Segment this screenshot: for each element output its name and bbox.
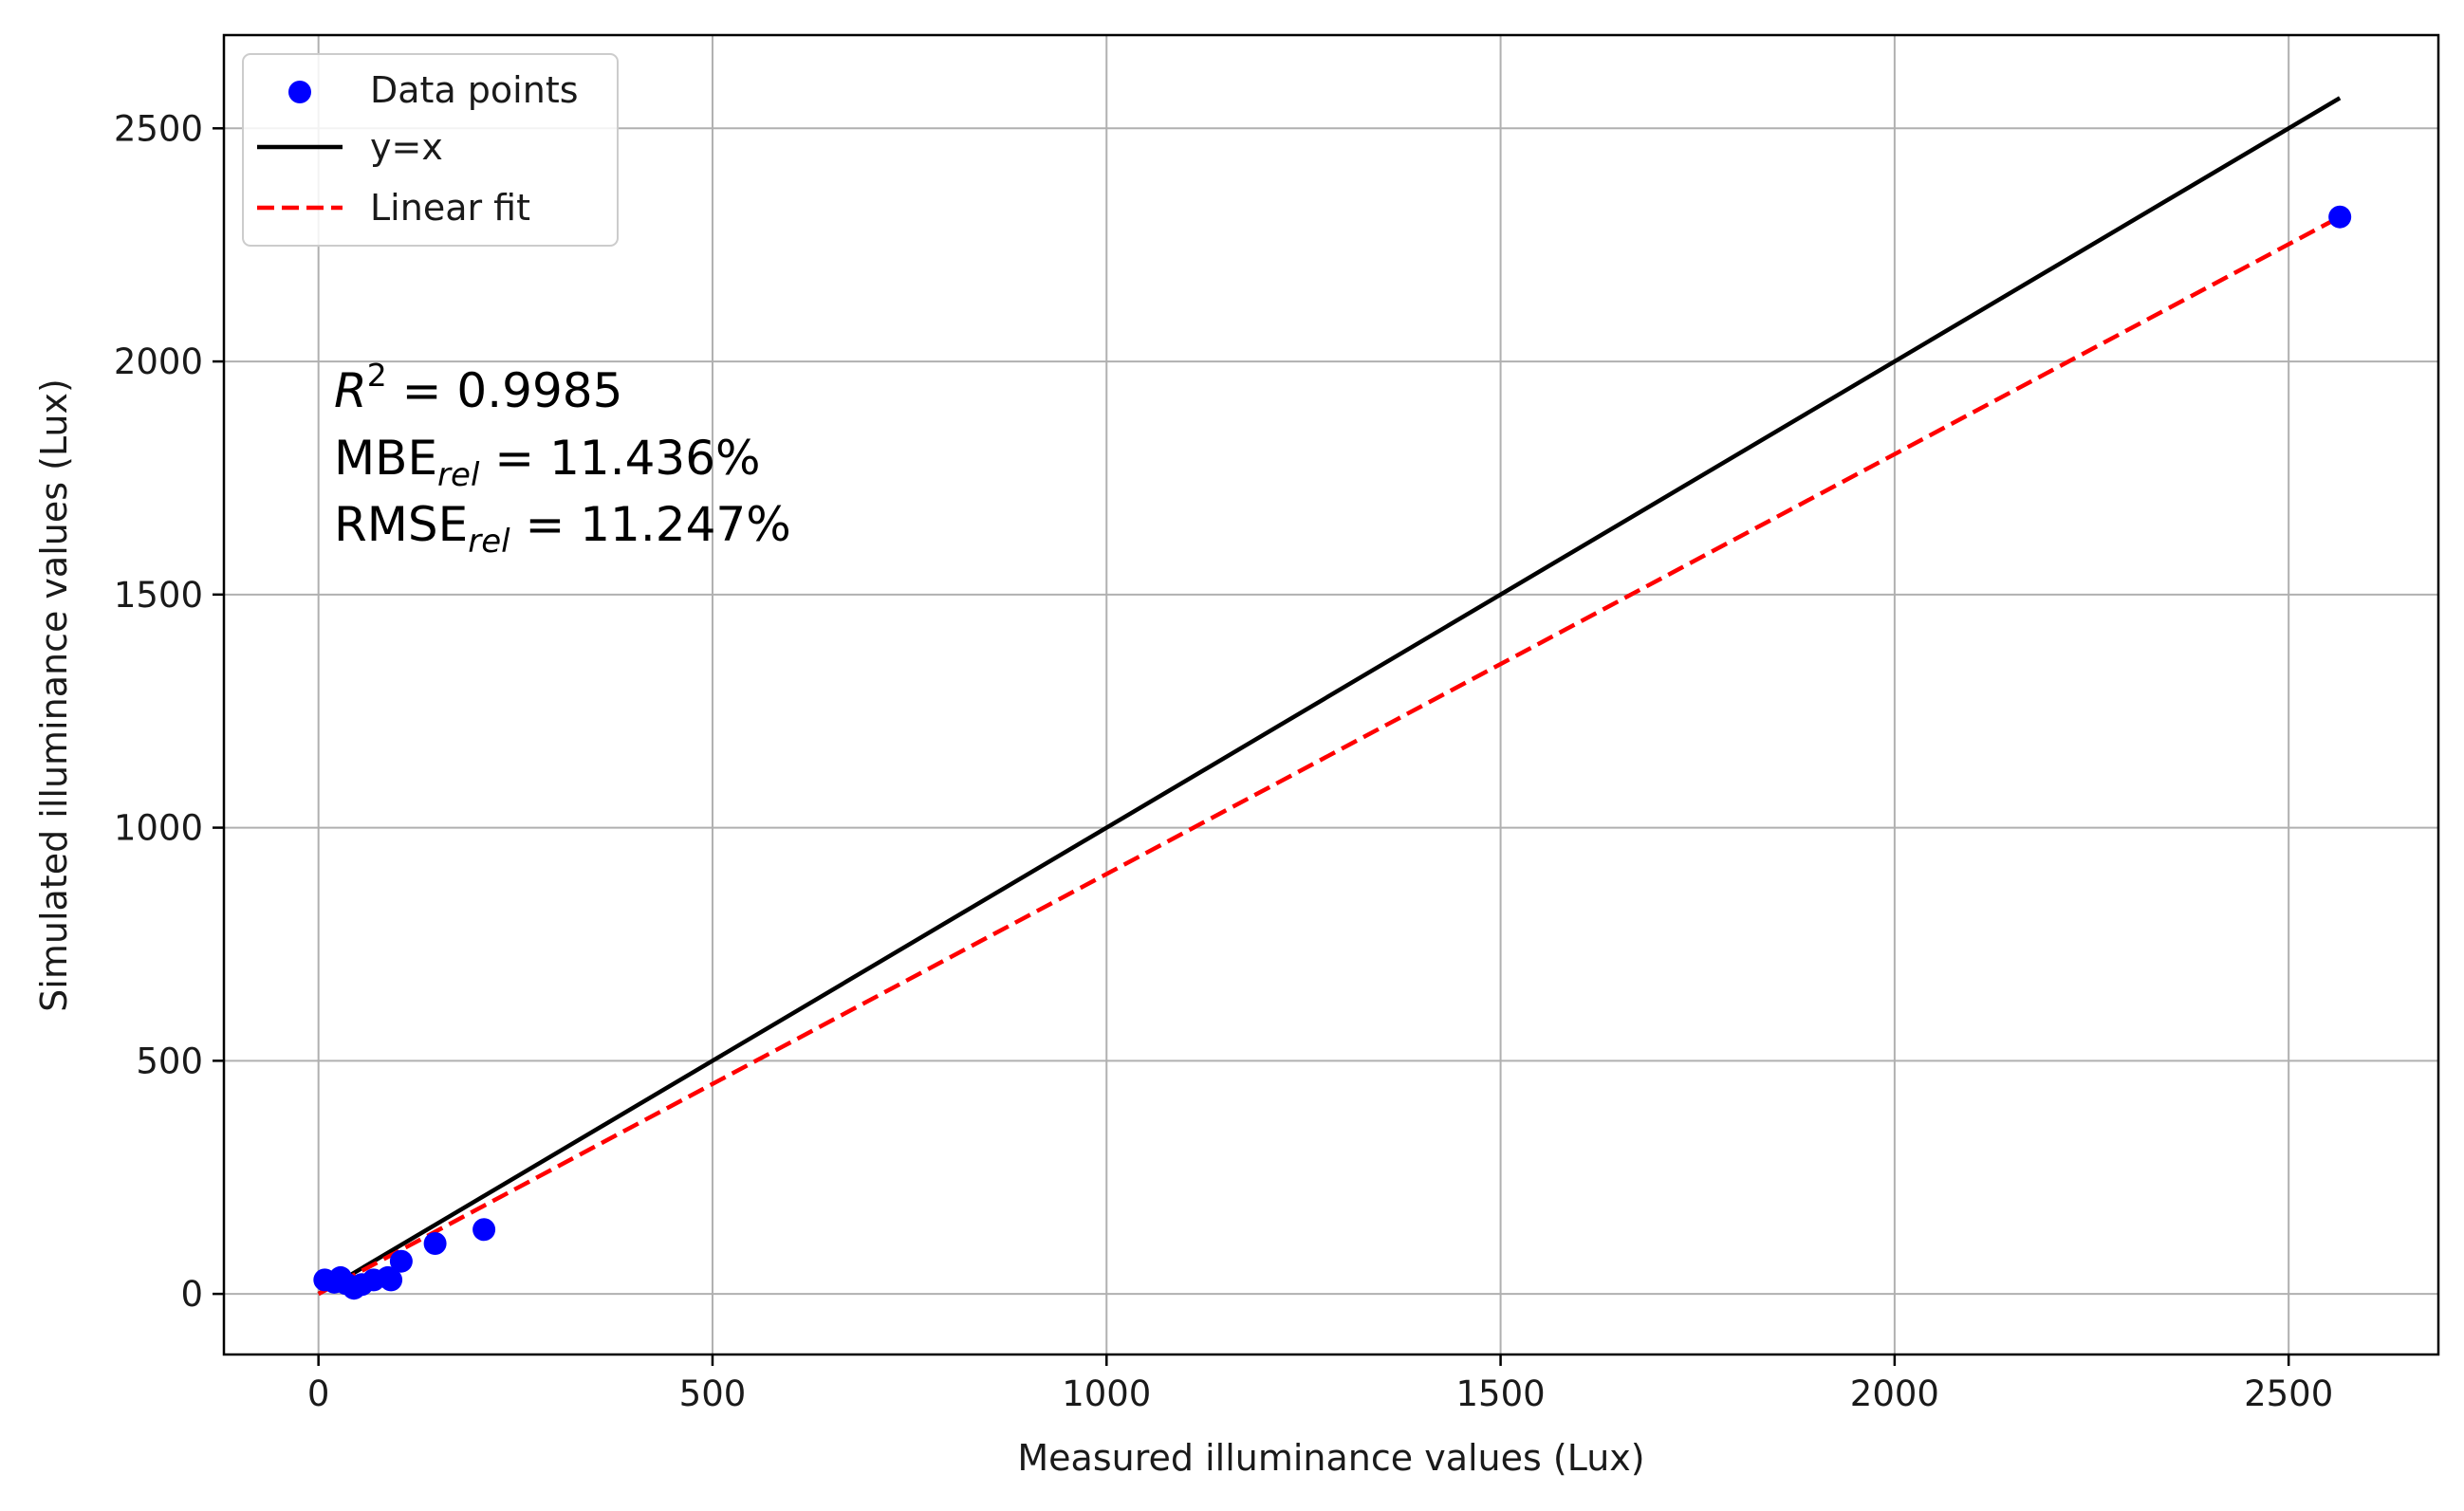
legend-box xyxy=(242,53,619,247)
data-point xyxy=(380,1268,403,1292)
rmse-annotation: RMSErel = 11.247% xyxy=(334,497,791,561)
x-axis-title: Measured illuminance values (Lux) xyxy=(1017,1437,1644,1479)
y-tick-label: 2500 xyxy=(114,108,203,149)
x-tick-label: 0 xyxy=(307,1373,330,1414)
x-tick-label: 500 xyxy=(679,1373,747,1414)
plot-frame xyxy=(222,33,2440,1356)
y-axis-title: Simulated illuminance values (Lux) xyxy=(33,378,75,1012)
y-tick-label: 500 xyxy=(136,1041,203,1081)
identity-line xyxy=(317,96,2342,1297)
x-tick-label: 1000 xyxy=(1062,1373,1151,1414)
y-tick-label: 1000 xyxy=(114,808,203,849)
data-point xyxy=(2328,205,2352,229)
data-point xyxy=(423,1232,447,1256)
stats-annotation: R2 = 0.9985 MBErel = 11.436% RMSErel = 1… xyxy=(334,357,791,561)
x-tick-label: 1500 xyxy=(1455,1373,1545,1414)
mbe-annotation: MBErel = 11.436% xyxy=(334,431,761,494)
y-tick-label: 0 xyxy=(180,1274,203,1315)
linear-fit-line xyxy=(317,214,2342,1297)
r-squared-annotation: R2 = 0.9985 xyxy=(334,357,622,418)
legend-marker-data-points xyxy=(288,81,311,103)
y-tick-label: 2000 xyxy=(114,341,203,382)
x-tick-label: 2500 xyxy=(2244,1373,2333,1414)
data-point xyxy=(389,1249,413,1273)
legend-label-data-points: Data points xyxy=(370,69,579,111)
legend-label-yx: y=x xyxy=(370,126,443,168)
legend: Data points y=x Linear fit xyxy=(242,53,619,247)
plot-series xyxy=(313,96,2352,1300)
axis-ticks: 0 500 1000 1500 2000 2500 0 500 1000 1500 2000 2500 xyxy=(114,108,2333,1414)
legend-label-linear-fit: Linear fit xyxy=(370,187,530,229)
x-tick-label: 2000 xyxy=(1850,1373,1939,1414)
data-point xyxy=(472,1218,496,1242)
y-tick-label: 1500 xyxy=(114,575,203,616)
